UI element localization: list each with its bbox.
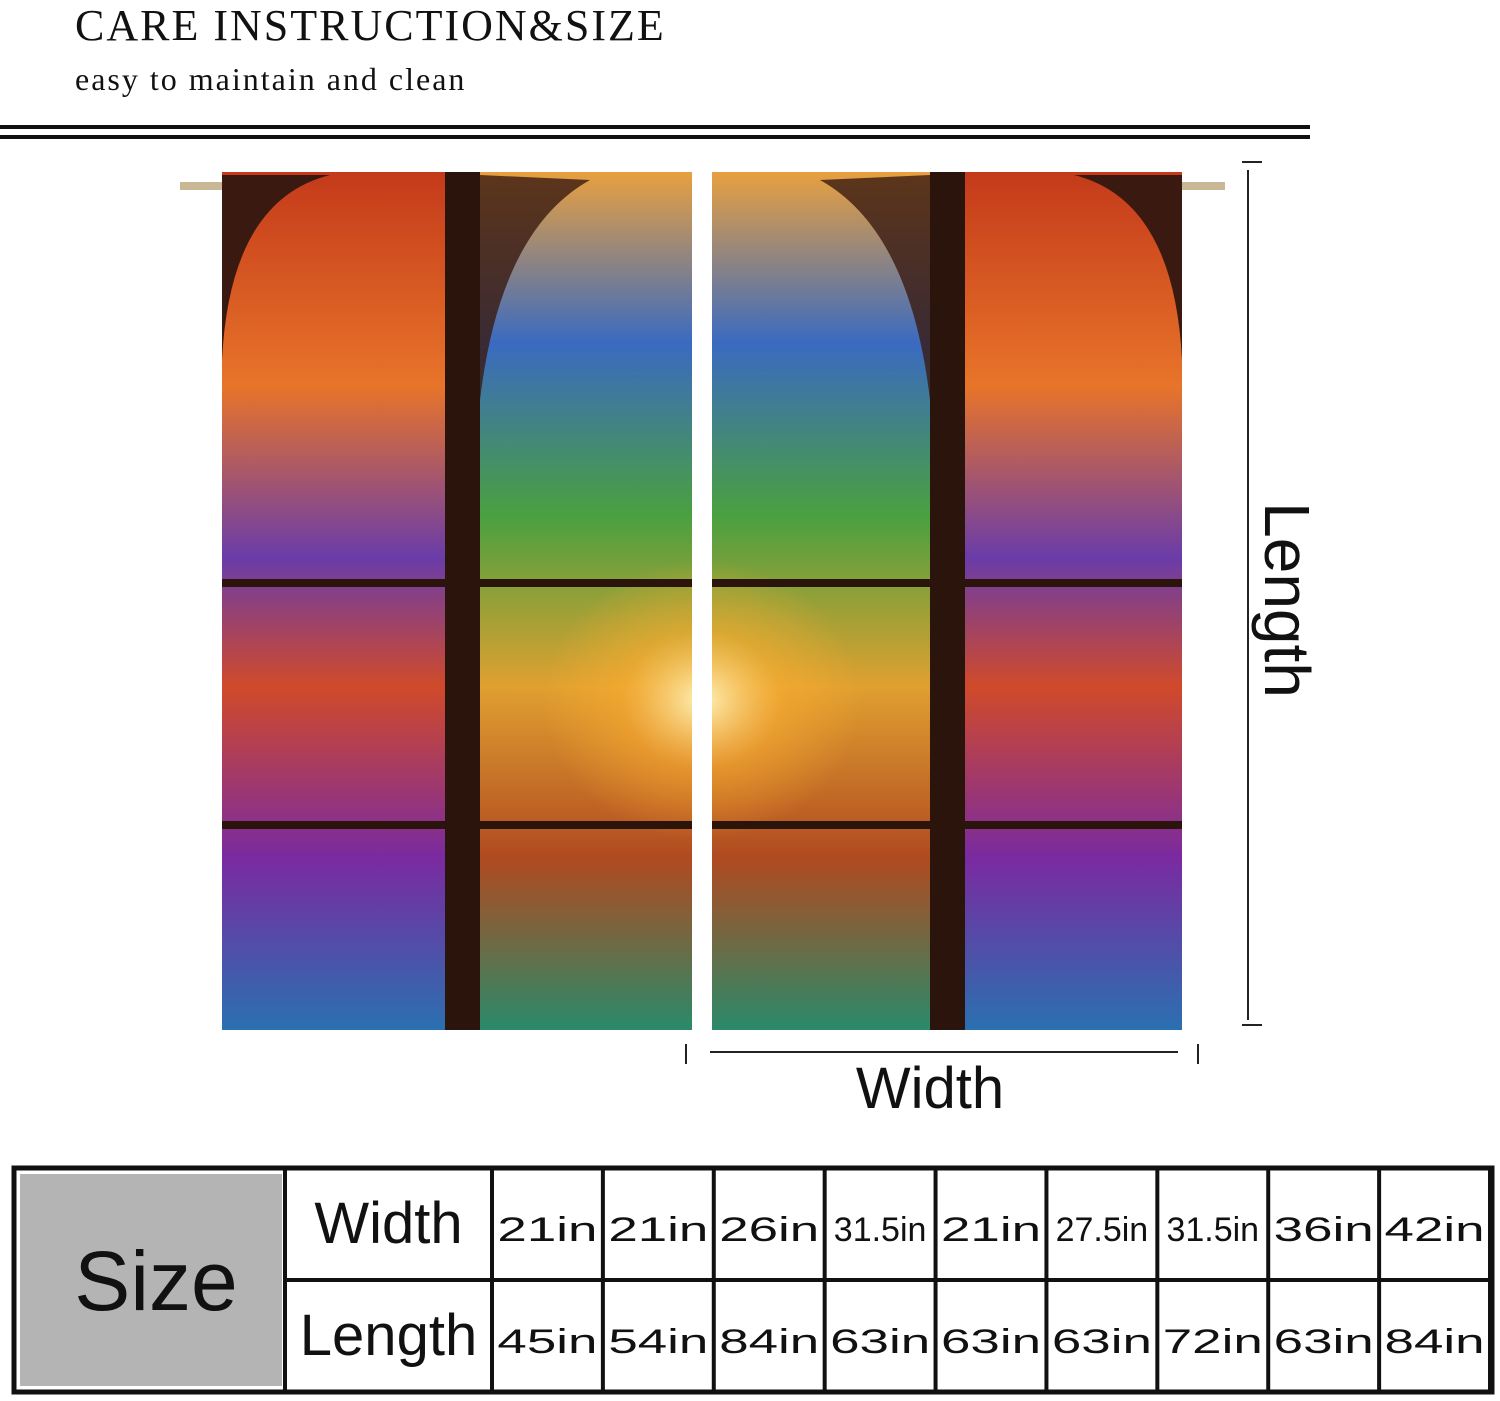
size-value: 27.5in — [1056, 1211, 1149, 1249]
frame — [445, 172, 480, 1030]
size-value: 21in — [497, 1211, 597, 1249]
size-value: 31.5in — [834, 1211, 927, 1249]
size-value: 84in — [1385, 1323, 1485, 1361]
gap — [692, 172, 712, 1030]
size-value: 26in — [719, 1211, 819, 1249]
subtitle: easy to maintain and clean — [75, 61, 466, 97]
size-value: 63in — [1052, 1323, 1152, 1361]
size-cell — [20, 1174, 282, 1386]
size-table: Size Width 21in 21in 26in 31.5in 21in 27.5in 31.… — [11, 1165, 1495, 1395]
frame — [930, 172, 965, 1030]
size-value: 63in — [1274, 1323, 1374, 1361]
size-value: 45in — [497, 1323, 597, 1361]
size-value: 72in — [1163, 1323, 1263, 1361]
size-value: 21in — [941, 1211, 1041, 1249]
size-value: 36in — [1274, 1211, 1374, 1249]
arch — [820, 175, 930, 400]
size-label: Size — [74, 1234, 237, 1328]
length-label: Length — [1251, 502, 1323, 698]
size-value: 21in — [608, 1211, 708, 1249]
row-label: Length — [300, 1303, 477, 1368]
rule — [0, 135, 1310, 139]
rule — [0, 125, 1310, 129]
size-value: 31.5in — [1166, 1211, 1259, 1249]
dimension-lines — [685, 161, 1262, 1064]
title: CARE INSTRUCTION&SIZE — [75, 1, 666, 50]
width-label: Width — [856, 1056, 1004, 1121]
size-value: 54in — [608, 1323, 708, 1361]
row-label: Width — [314, 1191, 462, 1256]
size-value: 42in — [1385, 1211, 1485, 1249]
size-value: 63in — [830, 1323, 930, 1361]
arch — [1074, 175, 1182, 360]
size-value: 84in — [719, 1323, 819, 1361]
size-value: 63in — [941, 1323, 1041, 1361]
arch — [222, 175, 330, 360]
arch — [480, 175, 590, 400]
curtain-illustration — [180, 172, 1225, 1030]
